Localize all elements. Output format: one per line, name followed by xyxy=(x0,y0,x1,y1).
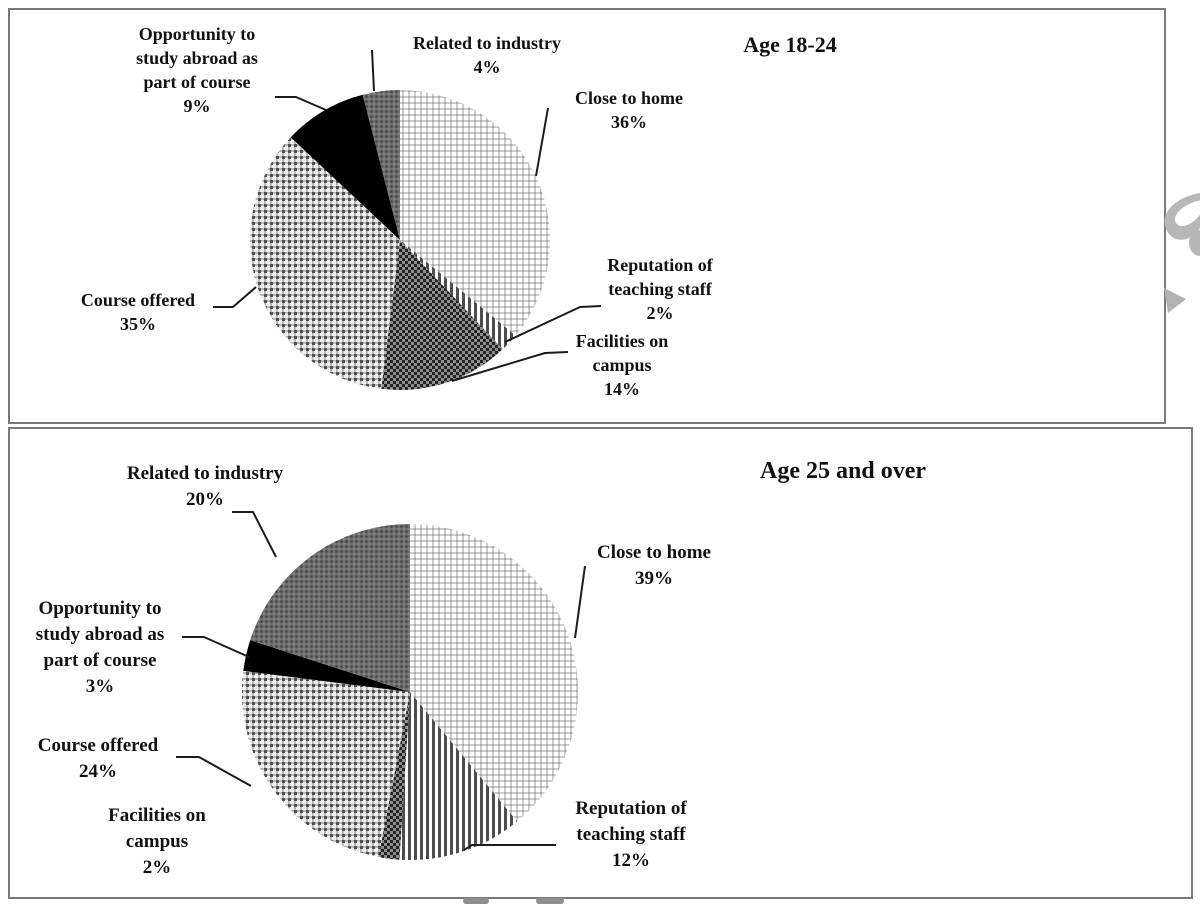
pie-slice-close-to-home xyxy=(410,524,578,822)
leader-line-related-to-industry-25 xyxy=(232,511,277,558)
callout-related-to-industry-18-24: Related to industry 4% xyxy=(413,33,561,77)
callout-facilities-18-24: Facilities on campus 14% xyxy=(575,331,669,399)
callout-facilities-25: Facilities on campus 2% xyxy=(108,805,206,878)
callout-reputation-18-24: Reputation of teaching staff 2% xyxy=(607,255,713,323)
callout-close-to-home-25: Close to home 39% xyxy=(597,542,711,589)
pie-slice-related-to-industry xyxy=(362,90,400,240)
pie-slice-opportunity-to-study-abroad-as-part-of-course xyxy=(243,640,410,692)
callout-opportunity-25: Opportunity to study abroad as part of c… xyxy=(35,598,165,697)
leader-line-course-offered-25 xyxy=(176,756,252,787)
leader-line-close-to-home-25 xyxy=(574,565,586,639)
callout-reputation-25: Reputation of teaching staff 12% xyxy=(575,798,687,871)
leader-line-facilities-18-24 xyxy=(451,351,569,382)
callout-opportunity-18-24: Opportunity to study abroad as part of c… xyxy=(136,24,258,116)
pie-slice-reputation-of-teaching-staff xyxy=(399,692,518,861)
pie-slice-course-offered xyxy=(241,670,410,857)
callout-related-to-industry-25: Related to industry 20% xyxy=(126,463,284,510)
pie-slice-close-to-home xyxy=(400,90,551,336)
pie-slice-reputation-of-teaching-staff xyxy=(400,240,516,350)
callout-course-offered-25: Course offered 24% xyxy=(37,735,159,782)
chart-panel-age-25-and-over xyxy=(8,427,1193,899)
leader-line-reputation-25 xyxy=(463,844,556,851)
leader-line-course-offered-18-24 xyxy=(213,286,257,308)
pie-slice-facilities-on-campus xyxy=(378,692,410,860)
pie-age-18-24 xyxy=(250,90,551,390)
pie-slice-facilities-on-campus xyxy=(381,240,503,390)
chart-title-age-18-24: Age 18-24 xyxy=(743,32,837,57)
chart-panel-age-18-24 xyxy=(8,8,1166,424)
pie-slice-opportunity-to-study-abroad-as-part-of-course xyxy=(290,94,400,240)
leader-line-related-to-industry-18-24 xyxy=(371,49,375,92)
watermark-fragment xyxy=(463,193,1200,904)
pie-slice-course-offered xyxy=(250,137,400,389)
pie-age-25-and-over xyxy=(241,524,578,861)
leader-line-opportunity-25 xyxy=(182,636,250,658)
chart-title-age-25-and-over: Age 25 and over xyxy=(760,458,926,484)
callout-close-to-home-18-24: Close to home 36% xyxy=(575,88,683,132)
leader-line-reputation-18-24 xyxy=(504,305,602,343)
leader-line-opportunity-18-24 xyxy=(275,96,327,111)
callout-course-offered-18-24: Course offered 35% xyxy=(80,290,196,334)
pie-slice-related-to-industry xyxy=(250,524,410,692)
leader-line-close-to-home-18-24 xyxy=(535,107,549,177)
